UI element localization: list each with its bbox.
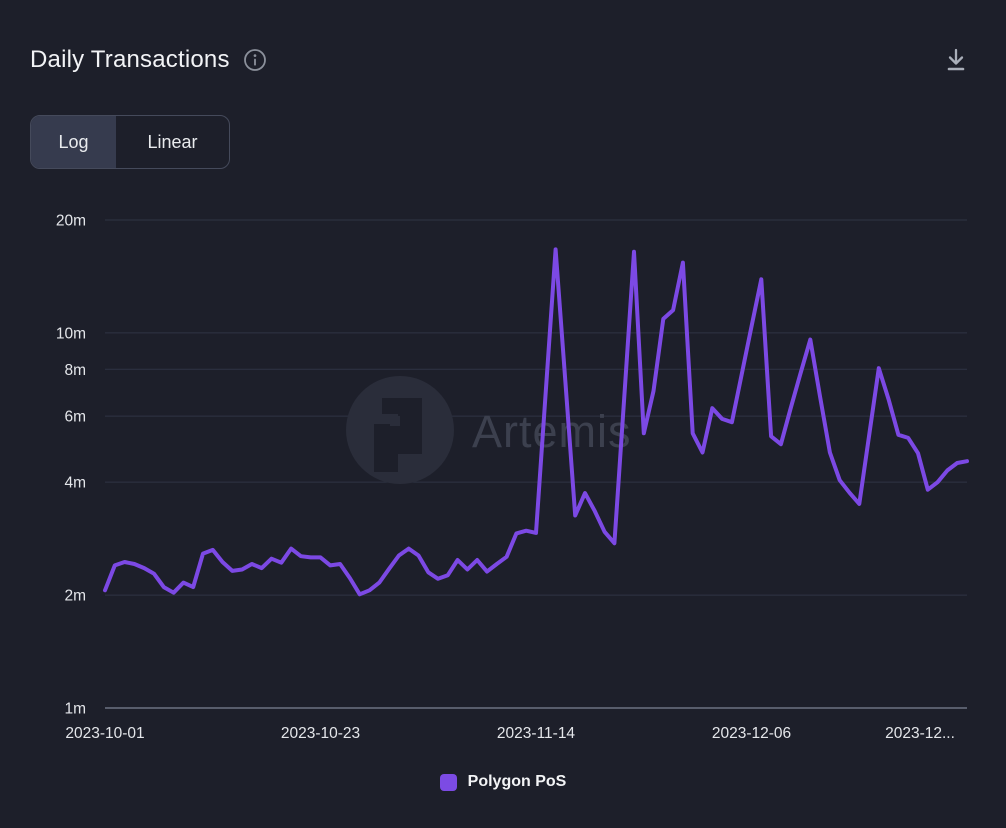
polygon-pos-line[interactable] (103, 247, 969, 597)
toggle-linear-button[interactable]: Linear (116, 116, 229, 168)
y-tick-label: 20m (56, 213, 86, 230)
watermark: Artemis (346, 376, 632, 484)
grid-layer (105, 219, 967, 709)
x-tick-label: 2023-12... (885, 725, 955, 742)
x-tick-label: 2023-10-23 (281, 725, 360, 742)
scale-toggle: Log Linear (30, 115, 230, 169)
legend-label-polygon-pos[interactable]: Polygon PoS (467, 773, 567, 790)
y-tick-label: 2m (64, 588, 86, 605)
y-tick-label: 4m (64, 475, 86, 492)
x-tick-label: 2023-12-06 (712, 725, 791, 742)
legend-swatch-polygon-pos[interactable] (439, 773, 457, 791)
y-tick-label: 10m (56, 325, 86, 342)
info-icon (243, 49, 266, 71)
card-header: Daily Transactions (30, 40, 968, 80)
page-title: Daily Transactions (30, 46, 230, 73)
y-tick-label: 1m (64, 701, 86, 718)
y-tick-label: 8m (64, 362, 86, 379)
y-tick-label: 6m (64, 409, 86, 426)
x-tick-label: 2023-11-14 (497, 725, 576, 742)
toggle-log-button[interactable]: Log (31, 116, 116, 168)
artemis-logo-icon (374, 398, 422, 472)
download-icon (947, 48, 965, 70)
info-button[interactable] (243, 48, 267, 72)
series-layer (103, 247, 969, 597)
x-tick-label: 2023-10-01 (65, 725, 144, 742)
download-button[interactable] (944, 47, 968, 74)
axis-labels-layer: 20m 10m 8m 6m 4m 2m 1m 2023-10-01 2023-10-23 2023… (56, 213, 955, 743)
watermark-text: Artemis (472, 406, 632, 457)
legend: Polygon PoS (0, 766, 1006, 798)
